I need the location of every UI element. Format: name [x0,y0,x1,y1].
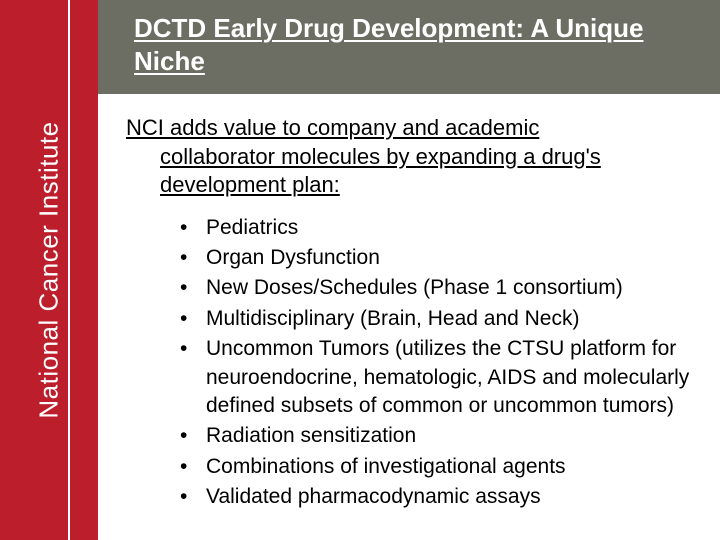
sidebar-rule [68,0,70,540]
list-item: Validated pharmacodynamic assays [180,483,690,511]
intro-text: NCI adds value to company and academic c… [126,114,690,200]
bullet-list: Pediatrics Organ Dysfunction New Doses/S… [126,214,690,511]
sidebar-label: National Cancer Institute [34,121,65,418]
list-item: Pediatrics [180,214,690,242]
list-item: New Doses/Schedules (Phase 1 consortium) [180,274,690,302]
slide-title: DCTD Early Drug Development: A Unique Ni… [134,12,700,77]
slide-content: NCI adds value to company and academic c… [98,94,720,513]
sidebar: National Cancer Institute [0,0,98,540]
list-item: Uncommon Tumors (utilizes the CTSU platf… [180,335,690,420]
list-item: Multidisciplinary (Brain, Head and Neck) [180,305,690,333]
intro-line1: NCI adds value to company and academic [126,115,539,140]
list-item: Combinations of investigational agents [180,453,690,481]
slide-header: DCTD Early Drug Development: A Unique Ni… [98,0,720,94]
intro-line2: collaborator molecules by expanding a dr… [126,143,690,200]
list-item: Organ Dysfunction [180,244,690,272]
list-item: Radiation sensitization [180,422,690,450]
